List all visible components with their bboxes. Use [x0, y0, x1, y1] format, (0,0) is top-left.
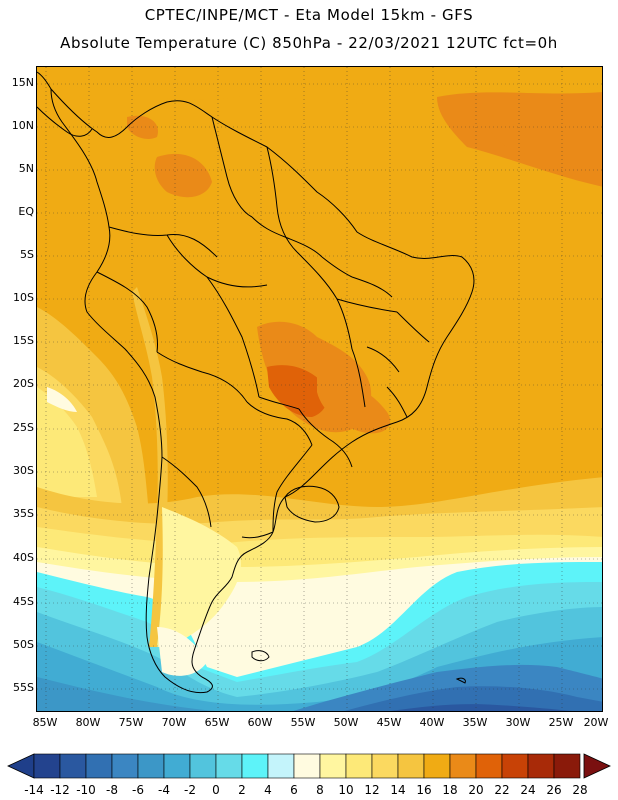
map-title-line-1: CPTEC/INPE/MCT - Eta Model 15km - GFS	[144, 6, 474, 24]
colorbar-label: 10	[338, 783, 354, 797]
lon-label: 85W	[32, 716, 58, 729]
colorbar-cell	[553, 753, 581, 779]
lat-label: 50S	[13, 638, 34, 651]
colorbar-cell	[137, 753, 165, 779]
colorbar-label: 28	[572, 783, 588, 797]
temperature-field	[37, 67, 602, 711]
colorbar-label: 2	[238, 783, 246, 797]
lon-label: 65W	[204, 716, 230, 729]
colorbar-label: 22	[494, 783, 510, 797]
lon-label: 25W	[548, 716, 574, 729]
lon-label: 75W	[118, 716, 144, 729]
colorbar-cell	[293, 753, 321, 779]
temperature-map	[36, 66, 603, 712]
lon-label: 60W	[247, 716, 273, 729]
colorbar-cell	[501, 753, 529, 779]
lat-label: 55S	[13, 681, 34, 694]
colorbar-label: 16	[416, 783, 432, 797]
colorbar-cell	[33, 753, 61, 779]
colorbar-cell	[163, 753, 191, 779]
colorbar-cell	[527, 753, 555, 779]
lat-label: 5N	[18, 162, 34, 175]
colorbar-cell	[59, 753, 87, 779]
lon-label: 80W	[75, 716, 101, 729]
colorbar-label: -12	[50, 783, 70, 797]
colorbar-cell	[475, 753, 503, 779]
colorbar-label: 14	[390, 783, 406, 797]
colorbar-cell	[319, 753, 347, 779]
lon-label: 50W	[333, 716, 359, 729]
colorbar-label: -4	[158, 783, 170, 797]
colorbar-label: 4	[264, 783, 272, 797]
lon-label: 30W	[505, 716, 531, 729]
colorbar-cell	[85, 753, 113, 779]
colorbar-label: -8	[106, 783, 118, 797]
lat-label: 45S	[13, 595, 34, 608]
lat-label: 25S	[13, 421, 34, 434]
colorbar-label: -10	[76, 783, 96, 797]
colorbar-label: 12	[364, 783, 380, 797]
colorbar-high-arrow	[583, 753, 611, 779]
colorbar-label: 8	[316, 783, 324, 797]
lat-label: 30S	[13, 464, 34, 477]
lon-label: 55W	[290, 716, 316, 729]
lat-label: EQ	[18, 205, 34, 218]
colorbar-label: 0	[212, 783, 220, 797]
colorbar-cell	[267, 753, 295, 779]
lon-label: 70W	[161, 716, 187, 729]
colorbar-cell	[215, 753, 243, 779]
lat-label: 20S	[13, 377, 34, 390]
lat-label: 40S	[13, 551, 34, 564]
lat-label: 15N	[11, 76, 34, 89]
colorbar-low-arrow	[7, 753, 35, 779]
colorbar-cell	[449, 753, 477, 779]
lon-label: 20W	[583, 716, 609, 729]
map-title-line-2: Absolute Temperature (C) 850hPa - 22/03/…	[60, 34, 558, 52]
lat-label: 10S	[13, 291, 34, 304]
colorbar-label: 26	[546, 783, 562, 797]
colorbar-cell	[111, 753, 139, 779]
colorbar-label: 6	[290, 783, 298, 797]
lat-label: 15S	[13, 334, 34, 347]
colorbar-cell	[345, 753, 373, 779]
lon-label: 35W	[462, 716, 488, 729]
colorbar-cell	[371, 753, 399, 779]
lat-label: 35S	[13, 507, 34, 520]
colorbar-cell	[241, 753, 269, 779]
lat-label: 5S	[20, 248, 34, 261]
colorbar-label: 20	[468, 783, 484, 797]
colorbar	[7, 753, 611, 779]
colorbar-label: -6	[132, 783, 144, 797]
lon-label: 40W	[419, 716, 445, 729]
colorbar-label: 18	[442, 783, 458, 797]
colorbar-label: -14	[24, 783, 44, 797]
colorbar-cell	[189, 753, 217, 779]
lat-label: 10N	[11, 119, 34, 132]
colorbar-cell	[423, 753, 451, 779]
colorbar-label: 24	[520, 783, 536, 797]
colorbar-label: -2	[184, 783, 196, 797]
colorbar-cells	[33, 753, 581, 779]
lon-label: 45W	[376, 716, 402, 729]
colorbar-cell	[397, 753, 425, 779]
